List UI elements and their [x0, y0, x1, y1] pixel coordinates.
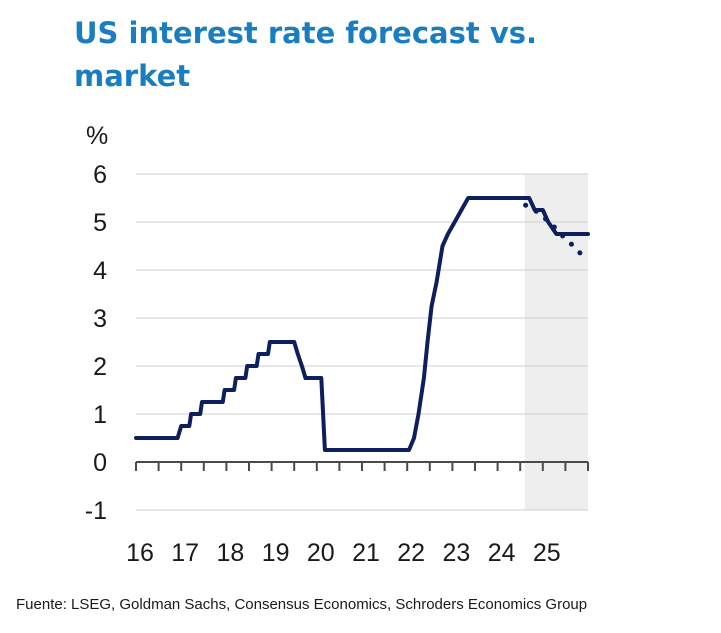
y-tick-label: 5: [93, 209, 107, 237]
x-tick-label: 17: [171, 539, 199, 567]
y-tick-label: 3: [93, 305, 107, 333]
y-tick-label: 1: [93, 401, 107, 429]
y-tick-label: 6: [93, 161, 107, 189]
y-tick-label: 4: [93, 257, 107, 285]
x-tick-label: 20: [307, 539, 335, 567]
y-axis-unit: %: [86, 122, 108, 150]
forecast-solid-line: [134, 196, 590, 452]
y-tick-label: 2: [93, 353, 107, 381]
y-tick-label: 0: [93, 449, 107, 477]
x-tick-label: 25: [533, 539, 561, 567]
source-note: Fuente: LSEG, Goldman Sachs, Consensus E…: [16, 596, 588, 613]
x-tick-label: 18: [216, 539, 244, 567]
x-tick-label: 24: [488, 539, 516, 567]
x-tick-label: 23: [442, 539, 470, 567]
forecast-region: [524, 174, 588, 510]
y-tick-label: -1: [85, 497, 107, 525]
chart-title: US interest rate forecast vs. market: [74, 16, 538, 93]
x-tick-label: 21: [352, 539, 380, 567]
x-tick-label: 19: [262, 539, 290, 567]
x-tick-label: 22: [397, 539, 425, 567]
market-dotted-line: [523, 202, 591, 263]
x-tick-label: 16: [126, 539, 154, 567]
